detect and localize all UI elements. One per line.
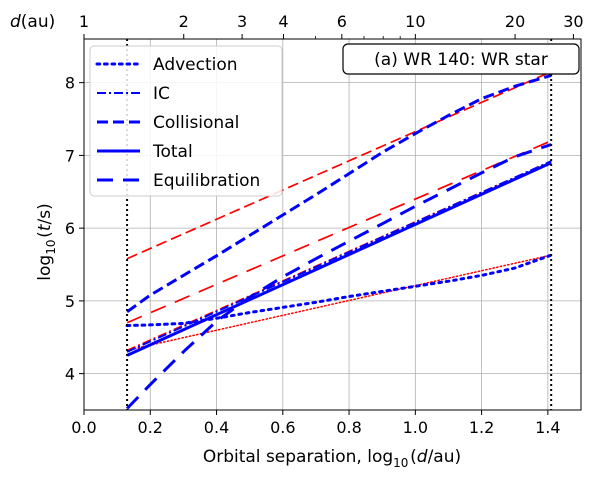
y-tick-label: 8 bbox=[65, 74, 75, 93]
legend-label: Equilibration bbox=[153, 171, 260, 191]
x-tick-label: 1.2 bbox=[469, 418, 494, 437]
x-tick-label: 0.4 bbox=[204, 418, 229, 437]
legend-box bbox=[89, 45, 283, 197]
top-tick-label: 30 bbox=[563, 12, 583, 31]
legend-label: Collisional bbox=[153, 113, 239, 133]
legend-label: Advection bbox=[153, 55, 238, 75]
top-axis-label: d(au) bbox=[10, 12, 55, 32]
series-line-red-advection bbox=[126, 254, 552, 352]
plot-frame bbox=[83, 38, 582, 411]
series-line-total bbox=[126, 161, 552, 357]
x-tick-label: 0.2 bbox=[138, 418, 163, 437]
x-tick-label: 1.4 bbox=[535, 418, 560, 437]
top-tick-label: 3 bbox=[237, 12, 247, 31]
x-tick-label: 0.8 bbox=[336, 418, 361, 437]
annotation: (a) WR 140: WR star bbox=[342, 43, 580, 75]
y-tick-label: 5 bbox=[65, 292, 75, 311]
x-tick-label: 0.6 bbox=[270, 418, 295, 437]
y-tick-label: 4 bbox=[65, 365, 75, 384]
top-tick-label: 6 bbox=[337, 12, 347, 31]
annotation-text: (a) WR 140: WR star bbox=[374, 50, 548, 70]
series-line-collisional bbox=[126, 73, 552, 314]
y-tick-label: 6 bbox=[65, 219, 75, 238]
x-axis: 0.0 0.2 0.4 0.6 0.8 1.0 1.2 1.4 bbox=[71, 410, 561, 437]
y-tick-label: 7 bbox=[65, 146, 75, 165]
legend: Advection IC Collisional Total Equilibration bbox=[89, 45, 283, 197]
legend-label: Total bbox=[152, 142, 193, 162]
top-tick-label: 2 bbox=[179, 12, 189, 31]
x-tick-label: 0.0 bbox=[71, 418, 96, 437]
series-line-equilibration bbox=[126, 143, 552, 410]
top-axis: 1 2 3 4 6 10 20 30 bbox=[79, 12, 584, 39]
series-line-ic bbox=[126, 160, 552, 353]
top-tick-label: 20 bbox=[505, 12, 525, 31]
annotation-box bbox=[342, 43, 580, 75]
series-line-advection bbox=[125, 253, 553, 328]
legend-label: IC bbox=[153, 84, 170, 104]
y-axis-label: log10 (t/s) bbox=[35, 203, 58, 280]
x-axis-label: Orbital separation, log10 (d/au) bbox=[203, 447, 461, 470]
top-tick-label: 4 bbox=[278, 12, 288, 31]
series-line-red-collisional bbox=[126, 70, 552, 260]
series-layer bbox=[125, 70, 553, 410]
top-tick-label: 1 bbox=[79, 12, 89, 31]
x-tick-label: 1.0 bbox=[403, 418, 428, 437]
y-axis: 4 5 6 7 8 bbox=[65, 74, 84, 384]
top-tick-label: 10 bbox=[405, 12, 425, 31]
